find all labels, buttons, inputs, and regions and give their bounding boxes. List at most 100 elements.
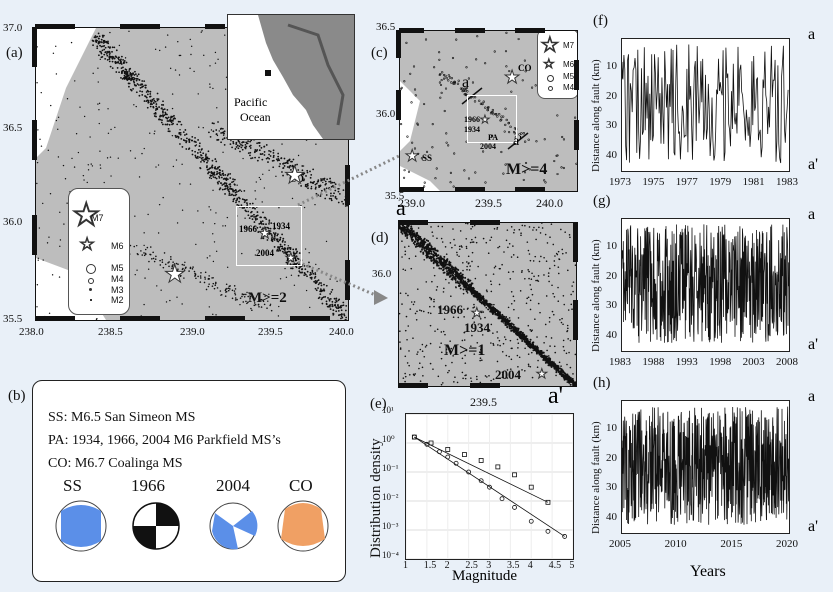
ts-h-aprime-label: a' <box>808 518 818 535</box>
ts-f-a-label: a <box>808 26 816 43</box>
ts-h-ytick-2: 30 <box>606 481 617 493</box>
inset-pacific: Pacific <box>234 95 268 109</box>
map-c-aprime-label: a' <box>513 134 522 149</box>
e-fit-line-1 <box>414 436 549 503</box>
legend-m4: M4 <box>111 274 124 284</box>
map-a-legend: ☆ M7 ☆ M6 M5 M4 M3 M2 <box>68 188 130 315</box>
legend-m5: M5 <box>111 263 124 273</box>
map-c: a a' ★ CO ★ SS ★ 1966 1934 PA 2004 M>=4 … <box>399 30 578 192</box>
d-pf-star-icon: ★ <box>471 305 484 321</box>
c-xtick-2: 240.0 <box>536 196 563 210</box>
panel-d-label: (d) <box>371 230 389 246</box>
a-ytick-2: 36.0 <box>3 216 23 228</box>
ts-h-xlabel: Years <box>690 563 726 580</box>
e-ytick-0: 10¹ <box>382 405 394 415</box>
map-d-mag-label: M>=1 <box>444 342 486 359</box>
c-co-star-icon: ★ <box>503 67 521 88</box>
a-ytick-3: 35.5 <box>3 313 23 325</box>
a-xtick-0: 238.0 <box>19 326 44 338</box>
ss-star-icon: ★ <box>164 262 186 289</box>
e-point-s0-9 <box>512 505 517 510</box>
c-m7-star-icon: ☆ <box>540 32 561 58</box>
e-xtick-8: 5 <box>569 560 575 571</box>
ts-f-xtick-0: 1973 <box>609 176 631 188</box>
inset-ocean: Ocean <box>240 110 271 124</box>
map-a-2004-label: 2004 <box>256 248 274 258</box>
e-point-s0-12 <box>562 534 568 539</box>
map-c-2004-label: 2004 <box>480 142 496 151</box>
ts-h-ylabel: Distance along fault (km) <box>590 421 602 534</box>
e-point-s0-7 <box>487 484 492 490</box>
ts-f-ytick-3: 40 <box>606 148 617 161</box>
ts-f-aprime-label: a' <box>808 156 818 173</box>
map-d-1934-label: 1934 <box>464 320 490 335</box>
ts-f-xtick-4: 1981 <box>742 176 765 188</box>
e-fit-line-0 <box>414 436 565 537</box>
panel-e-label: (e) <box>370 396 387 412</box>
a-ytick-0: 37.0 <box>3 22 23 34</box>
e-plot <box>405 413 574 560</box>
e-point-s0-10 <box>528 518 534 524</box>
b-line-co: CO: M6.7 Coalinga MS <box>48 456 183 471</box>
e-xtick-6: 4 <box>527 560 533 571</box>
e-xtick-1: 1.5 <box>423 560 437 571</box>
map-a-co-label: CO <box>289 174 304 185</box>
c-legend-m6: M6 <box>563 60 575 69</box>
map-c-mag-label: M>=4 <box>506 161 548 178</box>
ts-g-ytick-3: 40 <box>606 328 617 341</box>
ts-g-line <box>622 224 789 343</box>
a-ytick-1: 36.5 <box>3 122 23 134</box>
map-d: ★ ★ 1966 1934 2004 M>=1 <box>398 222 577 387</box>
map-c-a-label: a <box>462 74 470 91</box>
ts-f-xtick-5: 1983 <box>776 176 798 188</box>
b-title-1966: 1966 <box>131 476 165 495</box>
legend-m7: M7 <box>91 213 104 223</box>
ts-h-ytick-1: 20 <box>606 451 617 464</box>
e-xtick-2: 2 <box>444 560 450 571</box>
m4-circle-icon <box>88 278 94 284</box>
co-star-icon: ★ <box>284 163 306 190</box>
ts-f-ytick-1: 20 <box>606 89 617 102</box>
map-c-legend: ☆ M7 ☆ M6 M5 M4 <box>537 31 577 99</box>
b-title-ss: SS <box>63 476 82 495</box>
e-ytick-4: 10⁻³ <box>382 521 399 531</box>
c-pf-star-icon: ★ <box>480 114 491 127</box>
map-d-aprime-label: a' <box>548 383 563 409</box>
ts-h-xtick-2: 2015 <box>720 538 743 550</box>
ts-g-a-label: a <box>808 206 816 223</box>
ts-f-line <box>622 44 789 164</box>
e-point-s1-4 <box>478 458 484 463</box>
c-legend-m7: M7 <box>563 41 575 50</box>
map-a-1966-label: 1966 <box>239 224 257 234</box>
a-xtick-4: 240.0 <box>329 326 354 338</box>
ss-beachball-icon <box>55 500 107 552</box>
panel-b-box: SS: M6.5 San Simeon MS PA: 1934, 1966, 2… <box>32 380 346 582</box>
e-point-s1-2 <box>445 447 451 452</box>
panel-h-label: (h) <box>593 375 611 391</box>
panel-b-label: (b) <box>8 388 26 404</box>
ts-g-plot <box>621 218 790 352</box>
b-title-co: CO <box>289 476 313 495</box>
e-point-s1-5 <box>495 464 501 470</box>
b-line-pa: PA: 1934, 1966, 2004 M6 Parkfield MS’s <box>48 433 281 448</box>
c-xtick-0: 239.0 <box>398 196 425 210</box>
ts-g-xtick-1: 1988 <box>642 356 665 368</box>
c-m5-circle-icon <box>547 75 554 82</box>
a-xtick-2: 239.0 <box>180 326 205 338</box>
ts-h-plot <box>621 400 790 534</box>
map-c-1934-label: 1934 <box>464 125 480 134</box>
legend-m6: M6 <box>111 241 124 251</box>
c-ytick-1: 36.0 <box>376 108 396 120</box>
map-c-1966-label: 1966 <box>464 115 480 124</box>
legend-m2: M2 <box>111 295 124 305</box>
ts-g-ytick-0: 10 <box>606 240 617 252</box>
map-c-ss-label: SS <box>422 153 433 163</box>
c-m4-circle-icon <box>548 86 553 91</box>
map-c-zoom-box <box>467 95 517 143</box>
m2-dot-icon <box>90 299 92 301</box>
ts-g-xtick-5: 2008 <box>776 356 798 368</box>
panel-a-label: (a) <box>6 45 23 61</box>
e-xtick-7: 4.5 <box>548 560 562 571</box>
ts-f-xtick-3: 1979 <box>709 176 732 188</box>
e-point-s0-11 <box>545 528 551 534</box>
